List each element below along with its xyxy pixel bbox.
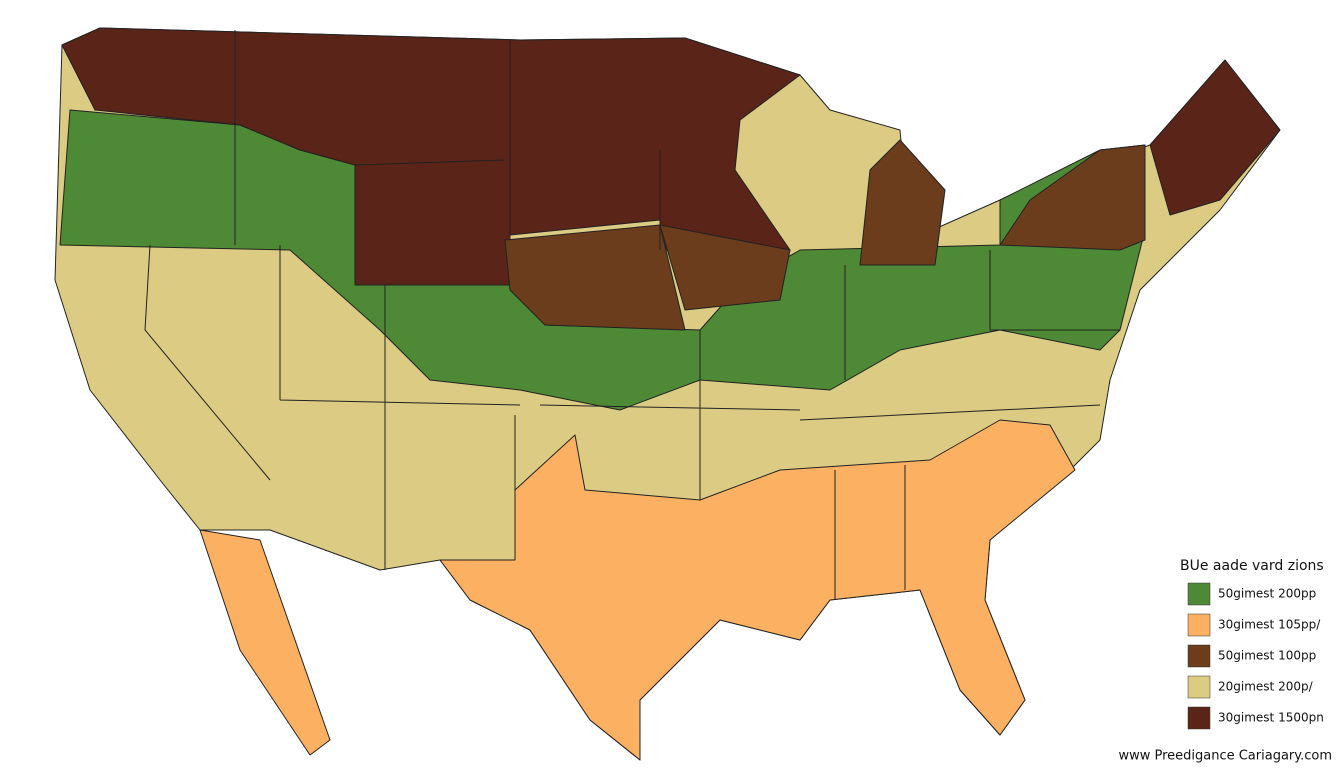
footer: www Preedigance Cariagary.com <box>1118 749 1332 764</box>
state-borders <box>144 30 1120 600</box>
zone-region <box>859 139 946 266</box>
legend-swatch <box>1187 613 1211 637</box>
zone-region <box>999 144 1146 251</box>
zone-region <box>659 224 791 311</box>
legend-title: BUe aade vard zions <box>1180 558 1324 574</box>
legend-swatch <box>1187 582 1211 606</box>
zone-region <box>199 529 331 756</box>
zone-region <box>439 419 1076 761</box>
map <box>54 27 1281 761</box>
legend-label: 30gimest 105pp/ <box>1218 618 1321 632</box>
legend-swatch <box>1187 644 1211 668</box>
zone-region <box>504 224 686 331</box>
legend-label: 20gimest 200p/ <box>1218 680 1314 694</box>
legend-label: 50gimest 100pp <box>1218 649 1316 663</box>
legend-label: 50gimest 200pp <box>1218 587 1316 601</box>
legend: 50gimest 200pp 30gimest 105pp/50gimest 10… <box>1187 582 1324 730</box>
legend-swatch <box>1187 675 1211 699</box>
legend-label: 30gimest 1500pn <box>1218 711 1324 725</box>
legend-swatch <box>1187 706 1211 730</box>
zone-region <box>1149 59 1281 216</box>
